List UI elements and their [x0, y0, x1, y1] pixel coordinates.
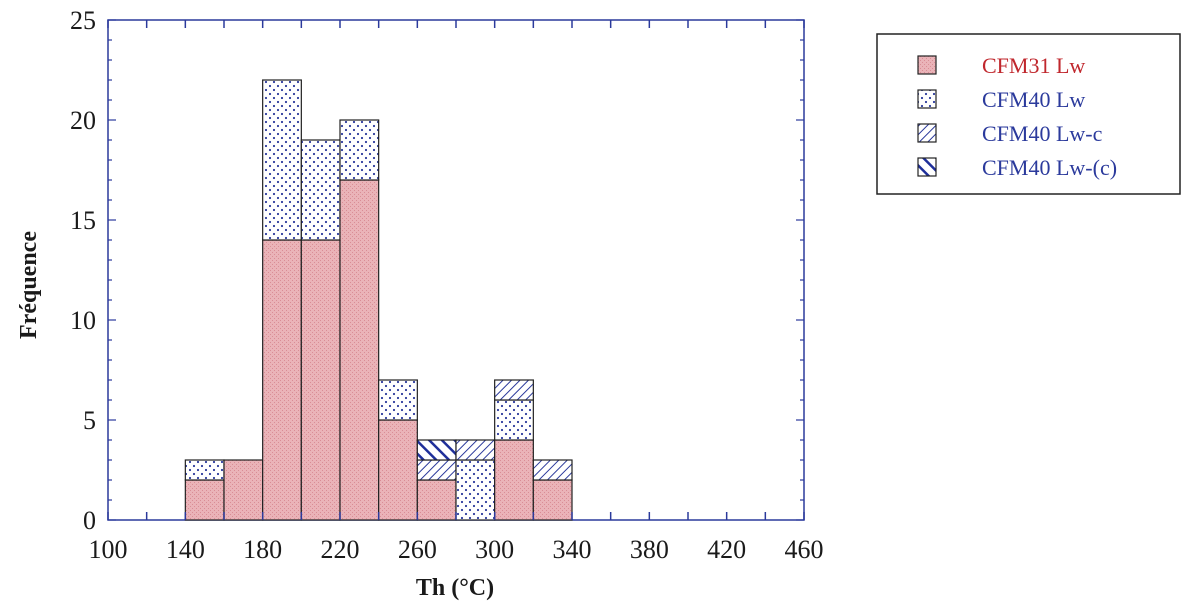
- ticks-group: [107, 19, 805, 521]
- bar-cfm31-lw-220: [339, 179, 380, 521]
- legend-label-cfm40-lw-c: CFM40 Lw-c: [982, 121, 1103, 146]
- bar-cfm40-lw-300: [494, 399, 534, 441]
- bar-cfm31-lw-320: [532, 479, 573, 521]
- bar-cfm31-lw-160: [223, 459, 264, 521]
- bars-group: [184, 79, 573, 521]
- y-tick-label: 25: [70, 6, 96, 35]
- x-tick-label: 420: [707, 535, 746, 564]
- legend-swatch-cfm40-lw-c: [917, 123, 937, 143]
- legend-label-cfm40-lw-c-: CFM40 Lw-(c): [982, 155, 1117, 180]
- x-tick-label: 260: [398, 535, 437, 564]
- legend-swatch-cfm40-lw: [917, 89, 937, 109]
- bar-cfm40-lw-180: [262, 79, 302, 241]
- y-tick-label: 20: [70, 106, 96, 135]
- tick-labels-group: 100 140 180 220 260 300 340 380 420 460 0 5 10 15 20 25: [70, 6, 824, 564]
- bar-cfm40-lw-c-320: [532, 459, 573, 481]
- legend-swatch-cfm31-lw: [917, 55, 937, 75]
- x-tick-label: 100: [89, 535, 128, 564]
- bar-cfm31-lw-260: [416, 479, 457, 521]
- bar-cfm40-lw-240: [378, 379, 418, 421]
- legend-label-cfm40-lw: CFM40 Lw: [982, 87, 1085, 112]
- y-tick-label: 5: [83, 406, 96, 435]
- bar-cfm40-lw-200: [300, 139, 341, 241]
- bar-cfm31-lw-140: [184, 479, 225, 521]
- bar-cfm40-lw-140: [184, 459, 225, 481]
- x-axis-title: Th (°C): [416, 575, 494, 601]
- y-tick-label: 0: [83, 506, 96, 535]
- x-tick-label: 180: [243, 535, 282, 564]
- bar-cfm40-lw-c-280: [455, 439, 496, 461]
- y-tick-label: 15: [70, 206, 96, 235]
- bar-cfm31-lw-240: [378, 419, 418, 521]
- bar-cfm40-lw-c-260: [416, 459, 457, 481]
- x-tick-label: 300: [475, 535, 514, 564]
- bar-cfm40-lw-220: [339, 119, 380, 181]
- x-tick-label: 460: [785, 535, 824, 564]
- x-tick-label: 340: [553, 535, 592, 564]
- bar-cfm31-lw-200: [300, 239, 341, 521]
- bar-cfm40-lw-c-300: [494, 379, 534, 401]
- bar-cfm40-lw-280: [455, 459, 496, 521]
- x-tick-label: 140: [166, 535, 205, 564]
- legend-label-cfm31-lw: CFM31 Lw: [982, 53, 1085, 78]
- y-tick-label: 10: [70, 306, 96, 335]
- bar-cfm40-lw-c--260: [416, 439, 457, 461]
- legend: CFM31 Lw CFM40 Lw CFM40 Lw-c CFM40 Lw-(c): [876, 33, 1181, 195]
- bar-cfm31-lw-300: [494, 439, 534, 521]
- bar-cfm31-lw-180: [262, 239, 302, 521]
- x-tick-label: 380: [630, 535, 669, 564]
- x-tick-label: 220: [321, 535, 360, 564]
- legend-swatch-cfm40-lw-c-: [917, 157, 937, 177]
- y-axis-title: Fréquence: [16, 231, 42, 339]
